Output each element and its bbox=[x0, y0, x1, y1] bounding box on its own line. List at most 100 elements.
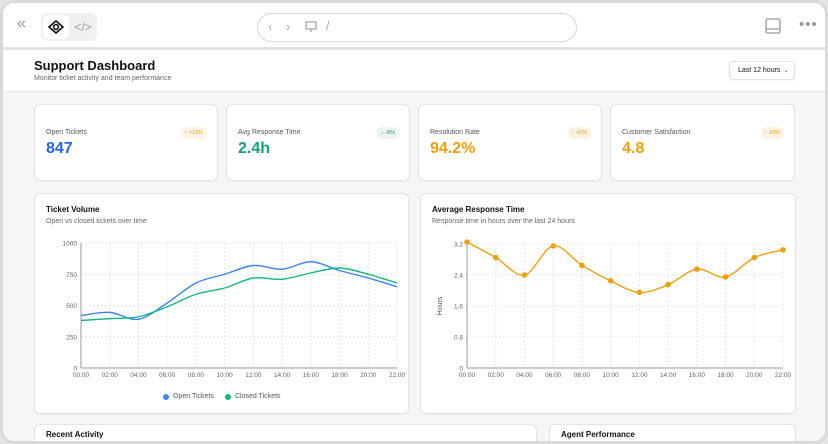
data-point bbox=[665, 281, 671, 288]
stat-card: Open Tickets 847 ↑ +12% bbox=[34, 104, 218, 181]
card-title: Agent Performance bbox=[561, 430, 635, 439]
url-bar[interactable]: ‹ › / bbox=[257, 13, 577, 42]
stat-value: 4.8 bbox=[622, 140, 645, 157]
x-tick-label: 20:00 bbox=[360, 372, 377, 379]
chart-subtitle: Response time in hours over the last 24 … bbox=[432, 218, 575, 225]
y-tick-label: 2.4 bbox=[454, 273, 463, 280]
response-time-card: Average Response Time Response time in h… bbox=[420, 193, 796, 414]
code-icon: </> bbox=[74, 20, 92, 34]
x-tick-label: 22:00 bbox=[775, 372, 792, 379]
change-badge: ↑ +12% bbox=[180, 127, 207, 139]
stat-value: 2.4h bbox=[238, 140, 271, 157]
stat-card: Avg Response Time 2.4h ↓ -8% bbox=[226, 104, 410, 181]
ticket-volume-chart: 0 250 500 750 1000 00:00 02:00 04:00 06:00 08:00 1… bbox=[63, 241, 406, 380]
ticket-volume-card: Ticket Volume Open vs closed tickets ove… bbox=[34, 193, 409, 414]
x-tick-label: 06:00 bbox=[545, 372, 562, 379]
view-toggle: </> bbox=[41, 13, 97, 41]
legend-open[interactable]: Open Tickets bbox=[163, 393, 214, 400]
stat-card: Customer Satisfaction 4.8 ↑ +2% bbox=[610, 104, 795, 181]
stat-value: 847 bbox=[46, 140, 73, 157]
series-line-0 bbox=[466, 241, 784, 294]
x-tick-label: 18:00 bbox=[717, 372, 734, 379]
legend-swatch bbox=[163, 393, 169, 400]
data-point bbox=[492, 254, 499, 261]
legend-label: Closed Tickets bbox=[235, 393, 281, 400]
x-tick-label: 02:00 bbox=[102, 372, 119, 379]
y-tick-label: 1000 bbox=[63, 241, 78, 248]
forward-icon[interactable]: › bbox=[286, 19, 291, 34]
dashboard: Support Dashboard Monitor ticket activit… bbox=[3, 50, 825, 441]
y-tick-label: 500 bbox=[66, 303, 77, 310]
x-tick-label: 12:00 bbox=[631, 372, 648, 379]
y-axis-label: Hours bbox=[437, 296, 444, 315]
data-point bbox=[521, 272, 528, 278]
x-tick-label: 00:00 bbox=[459, 372, 476, 379]
data-point bbox=[464, 239, 470, 245]
x-tick-label: 04:00 bbox=[516, 372, 533, 379]
card-title: Recent Activity bbox=[46, 430, 104, 439]
data-point bbox=[751, 254, 758, 261]
x-tick-label: 10:00 bbox=[216, 372, 233, 379]
x-tick-label: 00:00 bbox=[73, 372, 90, 379]
agent-performance-card: Agent Performance bbox=[549, 424, 796, 441]
chart-title: Ticket Volume bbox=[46, 205, 100, 214]
more-icon[interactable]: ••• bbox=[799, 16, 818, 33]
x-tick-label: 22:00 bbox=[389, 372, 406, 379]
page-header: Support Dashboard Monitor ticket activit… bbox=[3, 50, 825, 92]
change-badge: ↓ -8% bbox=[376, 127, 399, 139]
chevron-down-icon: ⌄ bbox=[783, 67, 789, 74]
data-point bbox=[722, 274, 729, 280]
time-range-select[interactable]: Last 12 hours ⌄ bbox=[729, 61, 795, 80]
change-badge: ↑ +5% bbox=[567, 127, 591, 139]
series-line-1 bbox=[80, 267, 398, 322]
x-tick-label: 14:00 bbox=[274, 372, 291, 379]
y-tick-label: 250 bbox=[66, 334, 77, 341]
y-tick-label: 0 bbox=[459, 366, 463, 373]
x-tick-label: 06:00 bbox=[159, 372, 176, 379]
y-tick-label: 1.6 bbox=[454, 304, 463, 311]
collapse-sidebar-icon[interactable]: « bbox=[17, 15, 26, 32]
legend-closed[interactable]: Closed Tickets bbox=[225, 393, 281, 400]
stat-label: Open Tickets bbox=[46, 129, 87, 136]
series-line-0 bbox=[80, 261, 398, 321]
page-title: Support Dashboard bbox=[34, 58, 156, 73]
x-tick-label: 16:00 bbox=[689, 372, 706, 379]
toolbar: « </> ‹ › / ••• bbox=[3, 3, 825, 50]
y-tick-label: 750 bbox=[66, 272, 77, 279]
y-tick-label: 0.8 bbox=[454, 335, 463, 342]
chart-subtitle: Open vs closed tickets over time bbox=[46, 218, 147, 225]
change-badge: ↑ +2% bbox=[760, 127, 784, 139]
data-point bbox=[780, 247, 786, 253]
y-tick-label: 3.2 bbox=[454, 242, 463, 249]
eye-icon bbox=[48, 20, 64, 34]
data-point bbox=[550, 243, 556, 249]
stat-card: Resolution Rate 94.2% ↑ +5% bbox=[418, 104, 602, 181]
url-text: / bbox=[326, 18, 330, 33]
legend-label: Open Tickets bbox=[173, 393, 214, 400]
data-point bbox=[607, 278, 614, 284]
panel-icon[interactable] bbox=[765, 18, 781, 34]
code-button[interactable]: </> bbox=[71, 15, 95, 39]
page-subtitle: Monitor ticket activity and team perform… bbox=[34, 75, 172, 82]
x-tick-label: 08:00 bbox=[188, 372, 205, 379]
y-tick-label: 0 bbox=[73, 366, 77, 373]
data-point bbox=[694, 266, 700, 272]
data-point bbox=[636, 289, 643, 296]
recent-activity-card: Recent Activity bbox=[34, 424, 537, 441]
x-tick-label: 16:00 bbox=[303, 372, 320, 379]
preview-button[interactable] bbox=[43, 15, 69, 39]
x-tick-label: 18:00 bbox=[331, 372, 348, 379]
x-tick-label: 02:00 bbox=[488, 372, 505, 379]
x-tick-label: 20:00 bbox=[746, 372, 763, 379]
legend-swatch bbox=[225, 393, 231, 400]
back-icon[interactable]: ‹ bbox=[268, 19, 273, 34]
x-tick-label: 08:00 bbox=[574, 372, 591, 379]
chart-title: Average Response Time bbox=[432, 205, 525, 214]
x-tick-label: 10:00 bbox=[602, 372, 619, 379]
stat-label: Resolution Rate bbox=[430, 129, 480, 136]
time-range-value: Last 12 hours bbox=[738, 67, 781, 74]
monitor-icon bbox=[305, 21, 317, 32]
x-tick-label: 12:00 bbox=[245, 372, 262, 379]
x-tick-label: 04:00 bbox=[130, 372, 147, 379]
